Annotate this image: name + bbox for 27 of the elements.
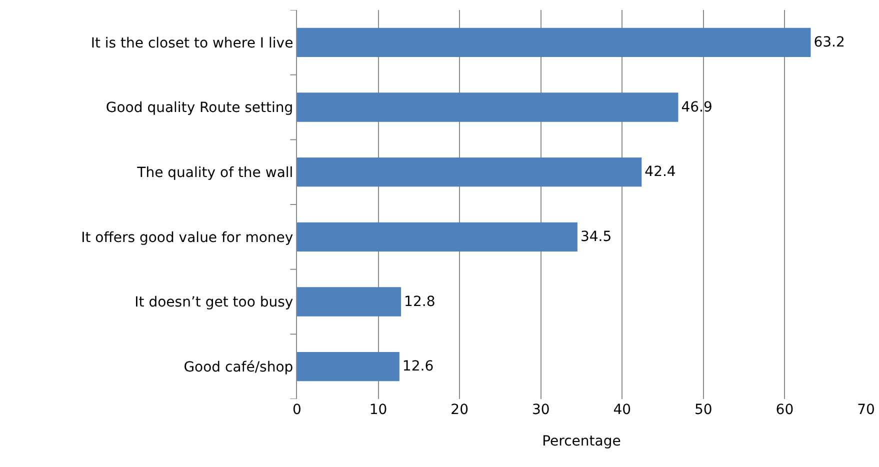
data-label: 46.9 — [681, 99, 712, 116]
data-label: 34.5 — [580, 228, 612, 245]
x-tick-label: 40 — [613, 402, 632, 418]
bar — [297, 222, 578, 252]
x-tick-label: 50 — [694, 402, 712, 418]
x-tick-label: 0 — [292, 402, 302, 418]
bar — [297, 28, 811, 57]
x-axis-title: Percentage — [542, 433, 621, 450]
x-tick-label: 10 — [369, 402, 388, 418]
y-tick-label: The quality of the wall — [136, 164, 294, 181]
y-tick-label: Good quality Route setting — [106, 100, 294, 116]
bar — [297, 287, 402, 316]
x-tick-label: 60 — [776, 402, 794, 418]
y-tick-label: It doesn’t get too busy — [134, 294, 294, 311]
bar — [297, 158, 642, 187]
bar — [297, 92, 678, 122]
data-label: 42.4 — [644, 164, 676, 180]
y-tick-label: Good café/shop — [184, 359, 294, 376]
y-tick-label: It is the closet to where I live — [90, 35, 294, 52]
y-tick-label: It offers good value for money — [81, 230, 294, 246]
x-tick-label: 70 — [857, 402, 875, 418]
data-label: 12.6 — [402, 358, 434, 375]
x-tick-label: 30 — [532, 402, 550, 418]
data-label: 12.8 — [404, 294, 436, 310]
bar — [297, 352, 400, 382]
data-label: 63.2 — [814, 34, 845, 50]
x-tick-label: 20 — [450, 402, 468, 418]
